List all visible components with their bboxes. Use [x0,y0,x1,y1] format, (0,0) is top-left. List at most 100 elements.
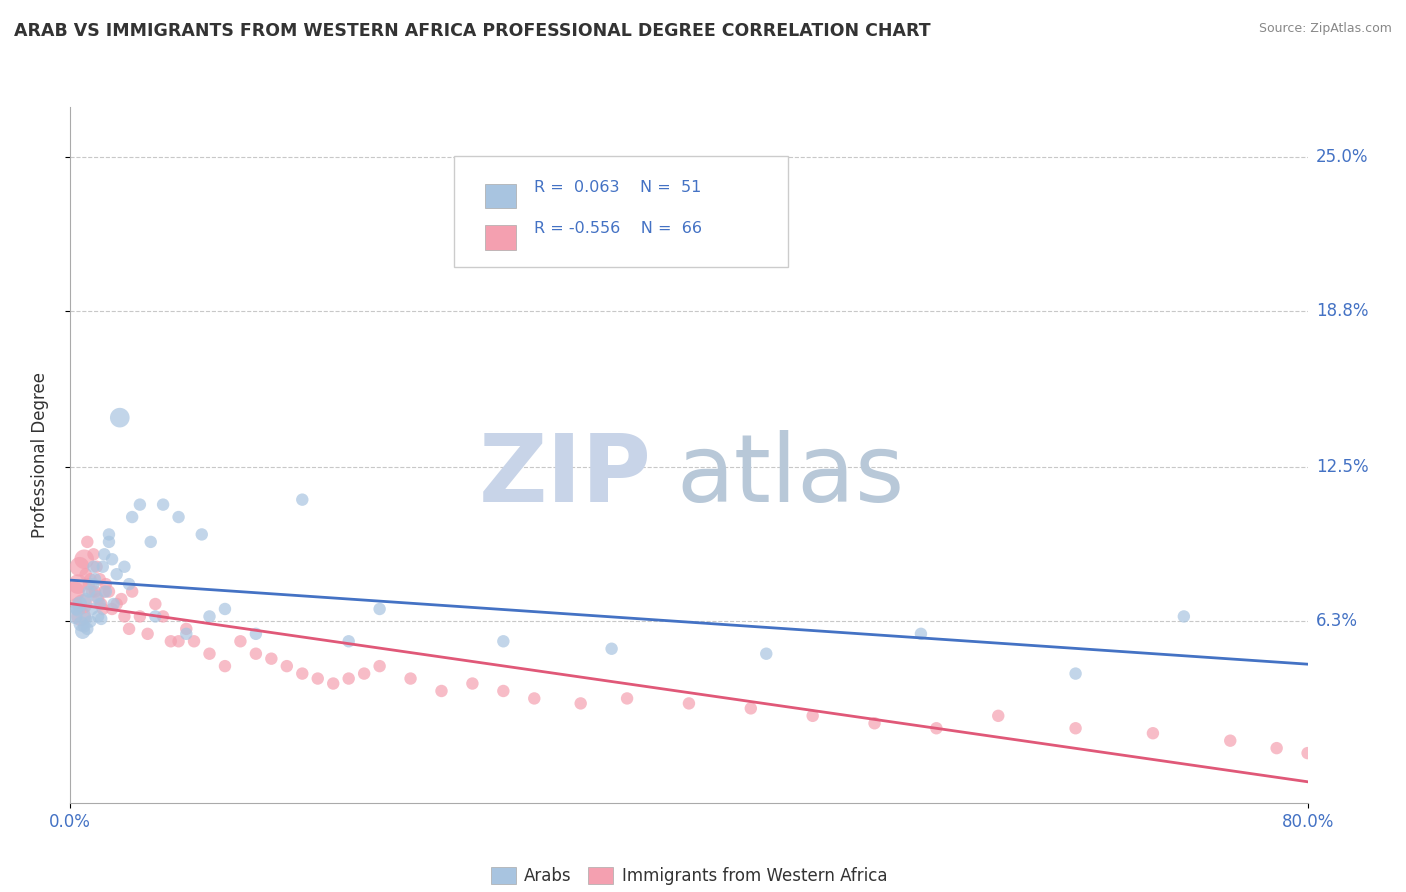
Point [65,597,87,611]
Point [73,552,96,566]
Text: ZIP: ZIP [479,430,652,522]
Point [105,597,128,611]
Point [89,572,111,586]
Text: 18.8%: 18.8% [1316,301,1368,320]
Point [70,609,93,624]
Point [63,609,86,624]
Point [63,584,86,599]
Point [276,659,298,673]
Point [129,498,152,512]
Point [86,559,108,574]
Point [94,584,117,599]
Point [198,609,221,624]
Point [1219,733,1241,747]
Point [337,634,360,648]
Point [214,659,236,673]
Point [1173,609,1195,624]
Point [82,547,105,561]
Point [98,535,120,549]
Text: ARAB VS IMMIGRANTS FROM WESTERN AFRICA PROFESSIONAL DEGREE CORRELATION CHART: ARAB VS IMMIGRANTS FROM WESTERN AFRICA P… [14,22,931,40]
Point [987,708,1010,723]
Legend: Arabs, Immigrants from Western Africa: Arabs, Immigrants from Western Africa [484,860,894,891]
Point [75,612,97,626]
Point [76,622,98,636]
Point [160,634,183,648]
Point [82,577,105,591]
Point [260,651,283,665]
Point [569,697,592,711]
Point [136,627,159,641]
Point [1064,666,1087,681]
Point [77,577,100,591]
Point [291,666,314,681]
Point [90,612,112,626]
Point [740,701,762,715]
Text: R =  0.063    N =  51: R = 0.063 N = 51 [534,179,702,194]
Point [65,602,87,616]
Point [86,590,108,604]
Point [105,567,128,582]
Point [214,602,236,616]
Point [80,584,103,599]
Point [98,527,120,541]
Point [121,510,143,524]
Point [82,559,105,574]
Point [114,609,135,624]
Point [368,659,391,673]
Point [1265,741,1288,756]
Point [108,410,131,425]
Text: 6.3%: 6.3% [1316,613,1358,631]
Text: 25.0%: 25.0% [1316,148,1368,166]
Point [91,602,114,616]
Point [523,691,546,706]
Text: R = -0.556    N =  66: R = -0.556 N = 66 [534,221,702,236]
Point [91,559,114,574]
Point [75,567,97,582]
Point [183,634,205,648]
FancyBboxPatch shape [485,226,516,250]
Point [94,577,117,591]
Point [87,609,110,624]
Point [114,559,135,574]
Point [93,547,115,561]
Point [1064,721,1087,735]
Point [191,527,214,541]
Point [77,584,100,599]
Point [1296,746,1319,760]
Point [910,627,932,641]
Point [79,615,101,629]
Point [1142,726,1164,740]
Point [245,647,267,661]
Point [84,572,107,586]
FancyBboxPatch shape [454,156,787,267]
Point [353,666,375,681]
Point [87,592,110,607]
Point [307,672,329,686]
Point [430,684,453,698]
Point [69,559,91,574]
Point [925,721,948,735]
Point [129,609,152,624]
Point [616,691,638,706]
Point [461,676,484,690]
Point [118,622,141,636]
Point [368,602,391,616]
Point [101,602,124,616]
Point [72,597,94,611]
Point [337,672,360,686]
Point [755,647,778,661]
Point [93,584,115,599]
Point [322,676,344,690]
Point [67,577,90,591]
Point [145,609,166,624]
Point [167,634,190,648]
Point [121,584,143,599]
Point [76,535,98,549]
Point [174,622,197,636]
Point [152,498,174,512]
Point [79,572,101,586]
Point [75,592,97,607]
Text: atlas: atlas [676,430,905,522]
Point [110,592,132,607]
Point [600,641,623,656]
